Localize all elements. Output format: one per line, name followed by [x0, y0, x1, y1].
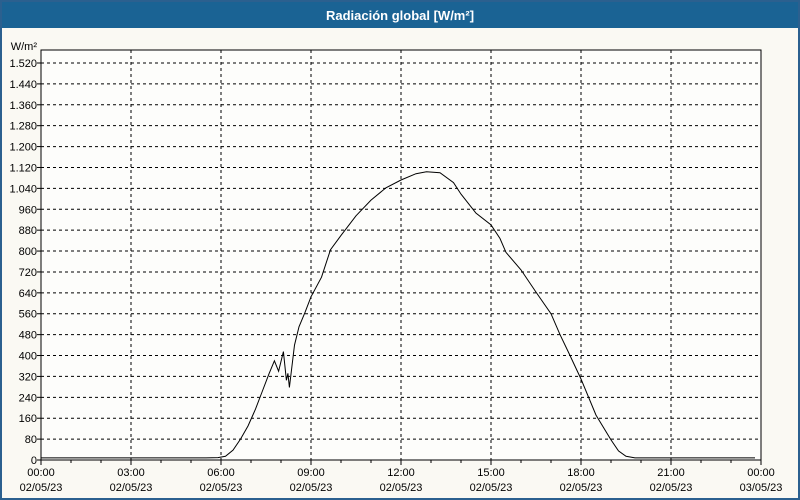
x-tick-date-label: 02/05/23	[380, 482, 423, 494]
x-tick-time-label: 12:00	[387, 467, 415, 479]
x-tick-date-label: 02/05/23	[290, 482, 333, 494]
x-tick-time-label: 21:00	[657, 467, 685, 479]
y-tick-label: 880	[19, 225, 37, 237]
y-tick-label: 800	[19, 246, 37, 258]
y-tick-label: 1.360	[9, 100, 37, 112]
x-tick-time-label: 15:00	[477, 467, 505, 479]
y-axis-unit-label: W/m²	[10, 41, 37, 53]
y-tick-label: 640	[19, 288, 37, 300]
y-tick-label: 1.280	[9, 121, 37, 133]
window-titlebar: Radiación global [W/m²]	[2, 2, 798, 28]
y-tick-label: 960	[19, 204, 37, 216]
x-tick-time-label: 03:00	[117, 467, 145, 479]
y-tick-label: 1.520	[9, 58, 37, 70]
y-tick-label: 160	[19, 413, 37, 425]
y-tick-label: 0	[31, 455, 37, 467]
x-tick-date-label: 02/05/23	[470, 482, 513, 494]
y-tick-label: 400	[19, 351, 37, 363]
x-tick-date-label: 02/05/23	[20, 482, 63, 494]
x-tick-time-label: 18:00	[567, 467, 595, 479]
x-tick-time-label: 06:00	[207, 467, 235, 479]
x-tick-date-label: 03/05/23	[740, 482, 783, 494]
window-title: Radiación global [W/m²]	[325, 7, 475, 23]
y-tick-label: 480	[19, 330, 37, 342]
y-tick-label: 80	[25, 434, 37, 446]
x-tick-date-label: 02/05/23	[560, 482, 603, 494]
x-tick-date-label: 02/05/23	[200, 482, 243, 494]
y-tick-label: 720	[19, 267, 37, 279]
x-tick-time-label: 09:00	[297, 467, 325, 479]
y-tick-label: 1.120	[9, 162, 37, 174]
y-tick-label: 320	[19, 371, 37, 383]
x-tick-date-label: 02/05/23	[110, 482, 153, 494]
x-tick-time-label: 00:00	[27, 467, 55, 479]
y-tick-label: 1.200	[9, 142, 37, 154]
x-tick-date-label: 02/05/23	[650, 482, 693, 494]
x-tick-time-label: 00:00	[747, 467, 775, 479]
y-tick-label: 240	[19, 392, 37, 404]
y-tick-label: 560	[19, 309, 37, 321]
y-tick-label: 1.040	[9, 183, 37, 195]
radiation-curve	[41, 171, 755, 459]
y-tick-label: 1.440	[9, 79, 37, 91]
